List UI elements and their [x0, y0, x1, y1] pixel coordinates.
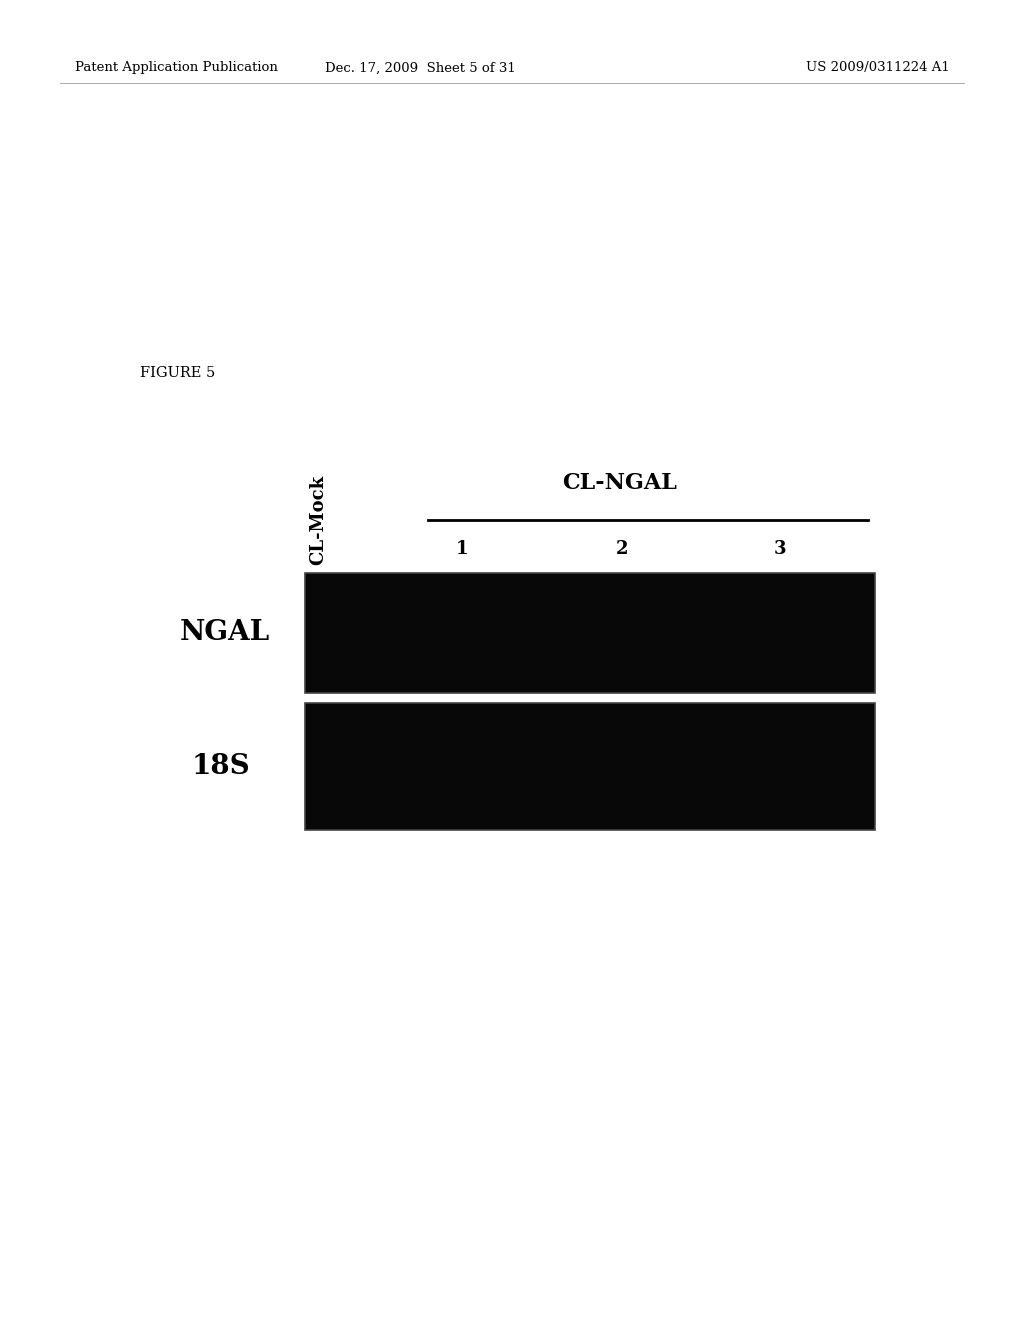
- Text: 18S: 18S: [191, 754, 250, 780]
- Text: NGAL: NGAL: [180, 619, 270, 647]
- Bar: [305, 704, 874, 830]
- Text: CL-Mock: CL-Mock: [309, 475, 327, 565]
- Text: Patent Application Publication: Patent Application Publication: [75, 62, 278, 74]
- Text: 1: 1: [456, 540, 468, 558]
- Text: US 2009/0311224 A1: US 2009/0311224 A1: [806, 62, 950, 74]
- Text: 3: 3: [774, 540, 786, 558]
- Bar: [305, 573, 874, 693]
- Text: CL-NGAL: CL-NGAL: [562, 473, 678, 494]
- Text: FIGURE 5: FIGURE 5: [140, 366, 215, 380]
- Text: 2: 2: [615, 540, 629, 558]
- Text: Dec. 17, 2009  Sheet 5 of 31: Dec. 17, 2009 Sheet 5 of 31: [325, 62, 515, 74]
